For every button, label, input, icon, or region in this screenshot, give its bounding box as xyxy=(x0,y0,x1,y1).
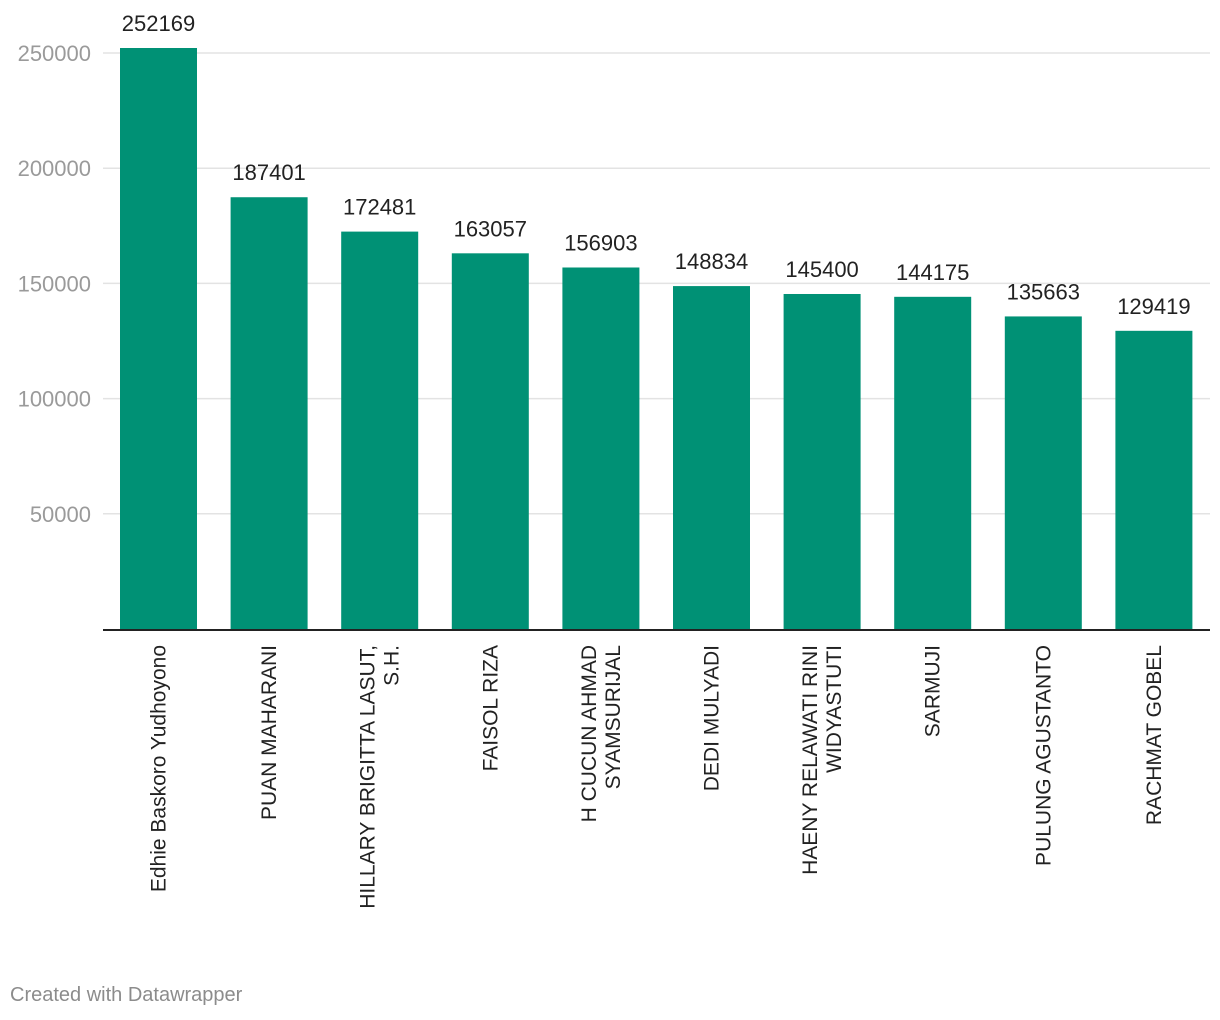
value-label: 148834 xyxy=(675,249,748,274)
bar xyxy=(894,297,971,629)
category-label-group: DEDI MULYADI xyxy=(701,645,724,791)
bar xyxy=(1115,331,1192,629)
value-label: 163057 xyxy=(454,216,527,241)
bar xyxy=(231,197,308,629)
value-label: 252169 xyxy=(122,11,195,36)
category-label-group: SARMUJI xyxy=(922,645,945,737)
category-label-group: HILLARY BRIGITTA LASUT, S.H. xyxy=(357,645,404,909)
category-label-group: HAENY RELAWATI RINI WIDYASTUTI xyxy=(799,645,846,875)
y-tick-label: 250000 xyxy=(18,41,91,66)
category-label-group: FAISOL RIZA xyxy=(479,645,502,771)
x-tick-label: H CUCUN AHMAD xyxy=(578,645,601,822)
bar xyxy=(562,267,639,629)
bar xyxy=(673,286,750,629)
x-tick-label: PUAN MAHARANI xyxy=(258,645,281,820)
x-tick-label: PULUNG AGUSTANTO xyxy=(1032,645,1055,866)
value-label: 129419 xyxy=(1117,294,1190,319)
x-tick-label: SYAMSURIJAL xyxy=(602,645,625,789)
bar xyxy=(120,48,197,629)
bar xyxy=(341,232,418,629)
value-label: 172481 xyxy=(343,195,416,220)
y-tick-label: 50000 xyxy=(30,502,91,527)
value-label: 144175 xyxy=(896,260,969,285)
x-tick-label: WIDYASTUTI xyxy=(823,645,846,773)
category-label-group: PULUNG AGUSTANTO xyxy=(1032,645,1055,866)
x-tick-label: RACHMAT GOBEL xyxy=(1143,645,1166,825)
bars xyxy=(120,48,1192,629)
credit-text: Created with Datawrapper xyxy=(10,984,242,1007)
y-axis-tick-labels: 50000 100000 150000 200000 250000 xyxy=(18,41,91,527)
x-tick-label: FAISOL RIZA xyxy=(479,645,502,771)
category-label-group: PUAN MAHARANI xyxy=(258,645,281,820)
bar xyxy=(1005,316,1082,629)
bar xyxy=(452,253,529,629)
category-label-group: Edhie Baskoro Yudhoyono xyxy=(148,645,171,892)
x-tick-label: HILLARY BRIGITTA LASUT, xyxy=(357,645,380,909)
value-label: 135663 xyxy=(1007,279,1080,304)
bar xyxy=(784,294,861,629)
category-label-group: RACHMAT GOBEL xyxy=(1143,645,1166,825)
x-tick-label: S.H. xyxy=(381,645,404,686)
value-label: 145400 xyxy=(785,257,858,282)
value-label: 187401 xyxy=(232,160,305,185)
y-tick-label: 150000 xyxy=(18,271,91,296)
x-tick-label: HAENY RELAWATI RINI xyxy=(799,645,822,875)
x-tick-label: SARMUJI xyxy=(922,645,945,737)
x-tick-label: Edhie Baskoro Yudhoyono xyxy=(148,645,171,892)
y-tick-label: 100000 xyxy=(18,387,91,412)
category-label-group: H CUCUN AHMAD SYAMSURIJAL xyxy=(578,645,625,822)
x-axis-category-labels: Edhie Baskoro Yudhoyono PUAN MAHARANI HILL… xyxy=(148,645,1166,909)
y-tick-label: 200000 xyxy=(18,156,91,181)
x-tick-label: DEDI MULYADI xyxy=(701,645,724,791)
value-label: 156903 xyxy=(564,230,637,255)
